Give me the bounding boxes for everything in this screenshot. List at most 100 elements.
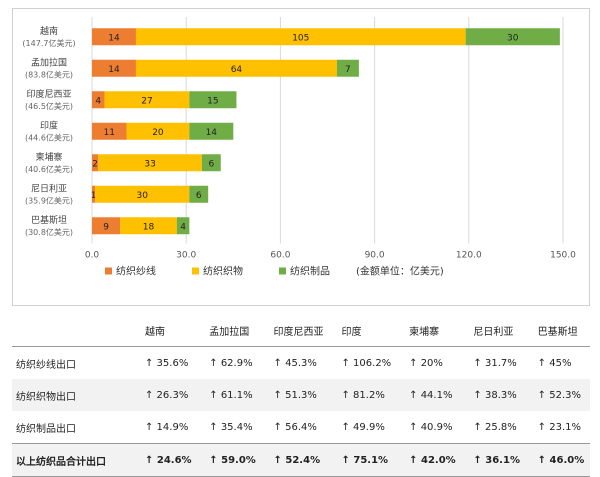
table-header-cell: 柬埔寨 xyxy=(397,314,462,347)
table-row: 纺织纱线出口 ↑ 35.6% ↑ 62.9% ↑ 45.3% ↑ 106.2% … xyxy=(12,347,590,380)
table-cell: ↑ 23.1% xyxy=(537,421,581,433)
table-row: 纺织织物出口 ↑ 26.3% ↑ 61.1% ↑ 51.3% ↑ 81.2% ↑… xyxy=(12,379,590,411)
bar-value-label: 4 xyxy=(180,222,186,232)
table-cell: ↑ 45% xyxy=(537,357,572,369)
bar-segment xyxy=(135,28,466,46)
bar-value-label: 14 xyxy=(108,65,120,75)
chart-frame: 0.0 30.0 60.0 90.0 120.0 150.0 越南 (147.7亿美元) 14 1… xyxy=(12,8,590,306)
table-header-cell: 巴基斯坦 xyxy=(525,314,590,347)
x-tick-label: 60.0 xyxy=(270,251,290,261)
table-cell: ↑ 45.3% xyxy=(273,357,317,369)
row-label: 以上纺织品合计出口 xyxy=(12,443,133,477)
table-cell: ↑ 56.4% xyxy=(273,421,317,433)
table-cell: ↑ 46.0% xyxy=(525,443,590,477)
country-total-label: (30.8亿美元) xyxy=(25,227,73,237)
bar-value-label: 6 xyxy=(208,159,214,169)
table-header-cell: 孟加拉国 xyxy=(197,314,262,347)
bar-value-label: 18 xyxy=(143,222,155,232)
bar-segment xyxy=(189,91,237,109)
bar-segment xyxy=(95,185,190,203)
bar-value-label: 27 xyxy=(141,96,152,106)
x-tick-label: 120.0 xyxy=(456,251,482,261)
table-header-cell: 印度尼西亚 xyxy=(261,314,330,347)
x-tick-label: 30.0 xyxy=(176,251,196,261)
bar-value-label: 105 xyxy=(292,33,309,43)
bar-segment xyxy=(465,28,560,46)
table-cell: ↑ 106.2% xyxy=(341,357,392,369)
bar-value-label: 14 xyxy=(108,33,120,43)
bar-value-label: 11 xyxy=(104,128,115,138)
table-cell: ↑ 31.7% xyxy=(473,357,517,369)
bar-segment xyxy=(92,154,99,172)
table-cell: ↑ 38.3% xyxy=(461,379,526,411)
stacked-bar-chart: 0.0 30.0 60.0 90.0 120.0 150.0越南(147.7亿美元) 14 1… xyxy=(22,17,576,278)
table-header-cell: 越南 xyxy=(133,314,198,347)
bar-value-label: 2 xyxy=(92,159,98,169)
table-cell: ↑ 61.1% xyxy=(197,379,262,411)
country-label: 巴基斯坦 xyxy=(31,214,67,226)
legend-swatch xyxy=(279,267,286,275)
bar-segment xyxy=(120,217,177,235)
unit-note: (金额单位：亿美元) xyxy=(356,265,444,278)
country-label: 柬埔寨 xyxy=(35,151,62,163)
country-total-label: (83.8亿美元) xyxy=(25,69,73,79)
bar-segment xyxy=(92,217,121,235)
bar-value-label: 20 xyxy=(152,128,164,138)
country-label: 尼日利亚 xyxy=(31,182,67,194)
table-cell: ↑ 62.9% xyxy=(209,357,253,369)
table-cell: ↑ 52.4% xyxy=(261,443,330,477)
bar-segment xyxy=(189,185,209,203)
x-tick-label: 150.0 xyxy=(550,251,576,261)
legend-label: 纺织织物 xyxy=(203,265,243,278)
table-cell: ↑ 44.1% xyxy=(397,379,462,411)
row-label: 纺织纱线出口 xyxy=(16,359,76,371)
bar-value-label: 30 xyxy=(137,191,149,201)
country-label: 越南 xyxy=(40,25,58,37)
country-total-label: (147.7亿美元) xyxy=(22,38,75,48)
table-header-cell: 尼日利亚 xyxy=(461,314,526,347)
table-cell: ↑ 42.0% xyxy=(397,443,462,477)
bar-value-label: 1 xyxy=(91,191,97,201)
bar-segment xyxy=(98,154,202,172)
bar-value-label: 9 xyxy=(103,222,109,232)
bar-value-label: 15 xyxy=(207,96,218,106)
legend-swatch xyxy=(105,267,112,275)
legend-label: 纺织制品 xyxy=(290,265,330,278)
bar-segment xyxy=(135,59,337,77)
bar-value-label: 33 xyxy=(144,159,155,169)
table-cell: ↑ 52.3% xyxy=(525,379,590,411)
table-cell: ↑ 35.4% xyxy=(209,421,253,433)
table-cell: ↑ 20% xyxy=(409,357,443,369)
country-total-label: (44.6亿美元) xyxy=(25,132,73,142)
table-cell: ↑ 36.1% xyxy=(461,443,526,477)
country-total-label: (35.9亿美元) xyxy=(25,195,73,205)
x-tick-label: 90.0 xyxy=(365,251,385,261)
legend-swatch xyxy=(192,267,199,275)
country-total-label: (40.6亿美元) xyxy=(25,164,73,174)
growth-table: 越南 孟加拉国 印度尼西亚 印度 柬埔寨 尼日利亚 巴基斯坦 纺织纱线出口 ↑ … xyxy=(12,314,590,477)
country-label: 印度尼西亚 xyxy=(26,88,71,100)
bar-value-label: 4 xyxy=(95,96,101,106)
row-label: 纺织织物出口 xyxy=(12,379,133,411)
table-header-row: 越南 孟加拉国 印度尼西亚 印度 柬埔寨 尼日利亚 巴基斯坦 xyxy=(12,314,590,347)
table-header-cell: 印度 xyxy=(329,314,398,347)
bar-value-label: 14 xyxy=(206,128,218,138)
table-cell: ↑ 51.3% xyxy=(261,379,330,411)
bar-segment xyxy=(92,122,127,140)
bar-segment xyxy=(92,185,96,203)
bar-segment xyxy=(201,154,221,172)
bar-value-label: 6 xyxy=(196,191,202,201)
table-corner-cell xyxy=(12,314,133,347)
bar-segment xyxy=(189,122,234,140)
x-tick-label: 0.0 xyxy=(85,251,100,261)
bar-segment xyxy=(92,91,105,109)
bar-segment xyxy=(176,217,190,235)
bar-segment xyxy=(92,59,136,77)
country-total-label: (46.5亿美元) xyxy=(25,101,73,111)
table-cell: ↑ 59.0% xyxy=(197,443,262,477)
row-label: 纺织制品出口 xyxy=(16,423,76,435)
bar-segment xyxy=(92,28,136,46)
bar-value-label: 7 xyxy=(345,65,351,75)
country-label: 印度 xyxy=(40,119,58,131)
bar-segment xyxy=(336,59,359,77)
